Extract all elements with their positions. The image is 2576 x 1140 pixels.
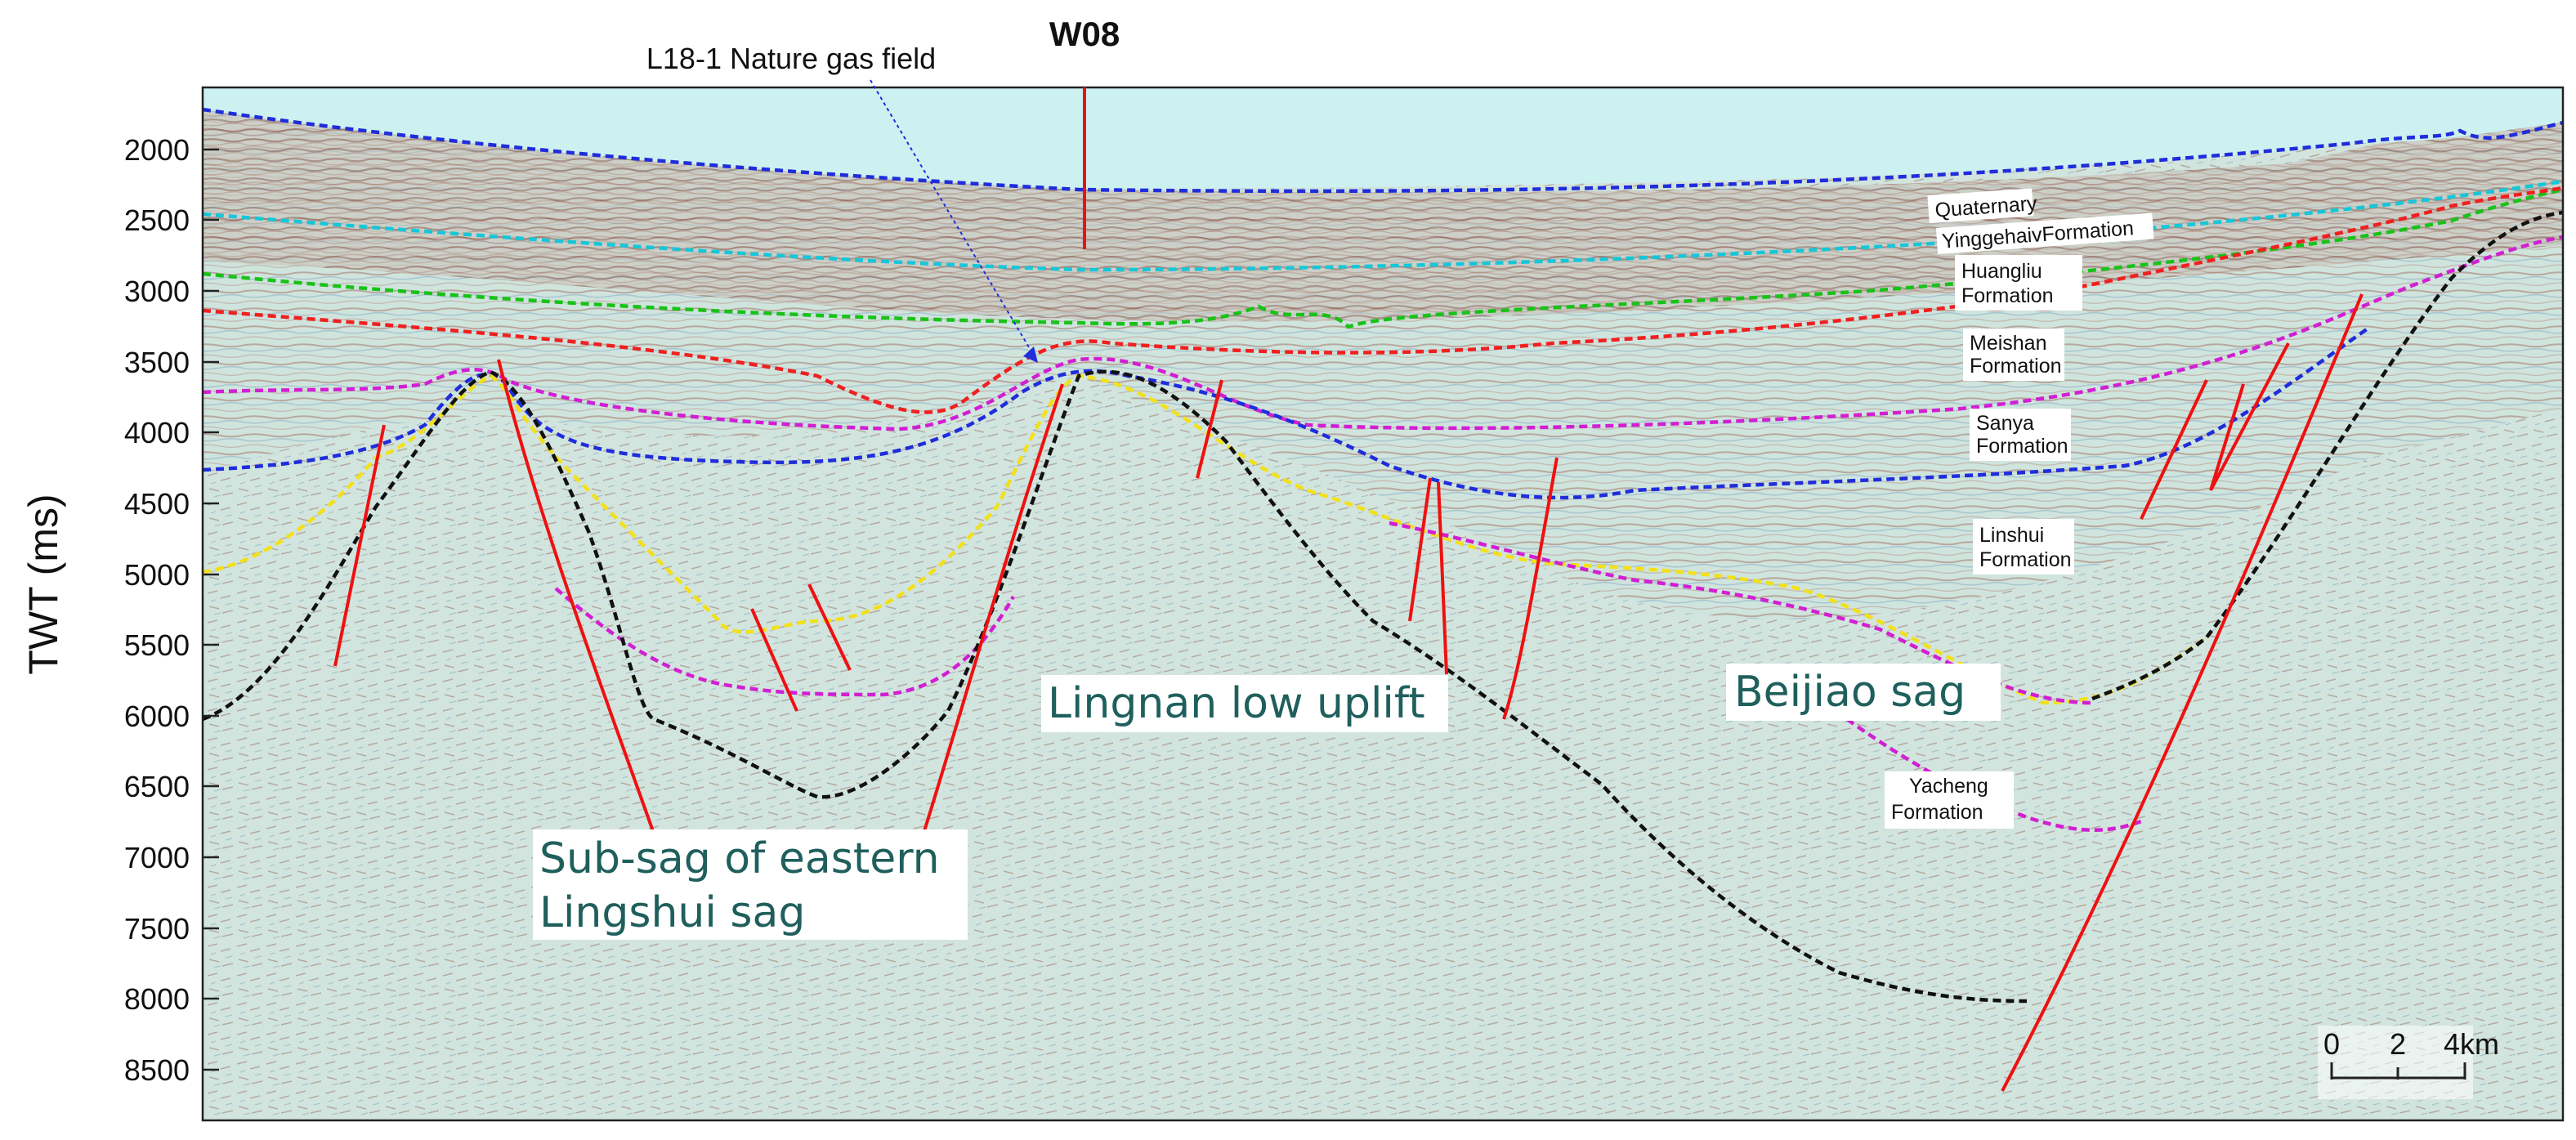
fault-line: [2209, 342, 2290, 491]
meishan-label: Formation: [1970, 355, 2062, 378]
fault-line: [1196, 379, 1223, 479]
meishan-label: Meishan: [1970, 332, 2047, 355]
fault-line: [2001, 293, 2364, 1092]
fault-line: [1502, 457, 1559, 720]
structure-labels: Lingnan low uplift Beijiao sag Sub-sag o…: [533, 664, 2001, 940]
fault-line: [922, 383, 1064, 834]
subsag-label: Lingshui sag: [539, 888, 805, 937]
sanya-label: Formation: [1976, 435, 2068, 458]
huangliu-label: Huangliu: [1961, 260, 2042, 283]
label-box: [1885, 771, 2014, 829]
y-tick-label: 2000: [124, 133, 190, 167]
yacheng-label: Formation: [1891, 801, 1983, 824]
fault-line: [750, 608, 798, 712]
y-tick-label: 6500: [124, 770, 190, 803]
yacheng-label: Yacheng: [1909, 775, 1988, 798]
y-tick-label: 5000: [124, 558, 190, 592]
y-axis-ticks: [203, 148, 219, 1071]
lingnan-label: Lingnan low uplift: [1048, 679, 1425, 728]
label-box: [1726, 664, 2001, 721]
scale-bar: 0 2 4km: [2318, 1026, 2499, 1099]
scale-label: 2: [2390, 1027, 2406, 1061]
y-axis-tick-labels: 2000 2500 3000 3500 4000 4500 5000 5500 …: [124, 133, 190, 1087]
y-tick-label: 7000: [124, 841, 190, 874]
sanya-label: Sanya: [1976, 412, 2034, 435]
quaternary-base-horizon: [203, 107, 2563, 194]
label-box: [1973, 519, 2074, 574]
callout-leader: [870, 79, 1032, 352]
y-tick-label: 7500: [124, 912, 190, 946]
huangliu-label: Formation: [1961, 284, 2054, 307]
scale-label: 4km: [2444, 1027, 2499, 1061]
label-box: [1970, 409, 2071, 461]
y-tick-label: 4500: [124, 487, 190, 521]
scale-bar-background: [2318, 1026, 2473, 1099]
label-box: [1927, 188, 2034, 224]
sanya-base-horizon: [203, 235, 2563, 431]
huangliu-base-horizon: [203, 187, 2563, 329]
meishan-base-horizon: [203, 186, 2563, 414]
y-tick-label: 3500: [124, 346, 190, 379]
label-box: [1955, 255, 2082, 311]
y-tick-label: 8500: [124, 1053, 190, 1087]
plot-frame: [201, 86, 2565, 1122]
y-tick-label: 2500: [124, 203, 190, 237]
y-tick-label: 3000: [124, 275, 190, 308]
gas-field-callout: L18-1 Nature gas field: [646, 42, 936, 75]
basement-horizon: [203, 210, 2563, 1004]
beijiao-label: Beijiao sag: [1734, 668, 1966, 717]
fault-line: [807, 583, 852, 671]
y-axis-title: TWT (ms): [20, 494, 66, 674]
yacheng-top-horizon: [203, 373, 2208, 705]
sea-water: [203, 87, 2563, 190]
label-box: [1041, 675, 1448, 732]
yacheng-intra-horizon-west: [554, 587, 1015, 697]
subsag-label: Sub-sag of eastern: [539, 834, 940, 883]
well-label: W08: [1049, 15, 1120, 53]
label-box: [1963, 329, 2064, 381]
linshui-label: Linshui: [1979, 524, 2044, 547]
y-tick-label: 5500: [124, 628, 190, 662]
yacheng-base-horizon-east: [1845, 718, 2142, 832]
scale-label: 0: [2323, 1027, 2340, 1061]
fault-line: [497, 359, 655, 834]
y-tick-label: 4000: [124, 416, 190, 449]
label-box: [1935, 212, 2154, 255]
fault-line: [2209, 383, 2245, 491]
fault-line: [1408, 477, 1432, 622]
fault-line: [2140, 379, 2208, 520]
fault-line: [1437, 481, 1448, 675]
y-tick-label: 8000: [124, 982, 190, 1016]
yinggehai-base-horizon: [203, 179, 2563, 272]
y-tick-label: 6000: [124, 700, 190, 733]
callout-arrowhead: [1023, 346, 1038, 363]
faults: [333, 293, 2364, 1092]
linshui-label: Formation: [1979, 548, 2072, 571]
label-box: [533, 829, 968, 940]
fault-line: [333, 424, 386, 667]
